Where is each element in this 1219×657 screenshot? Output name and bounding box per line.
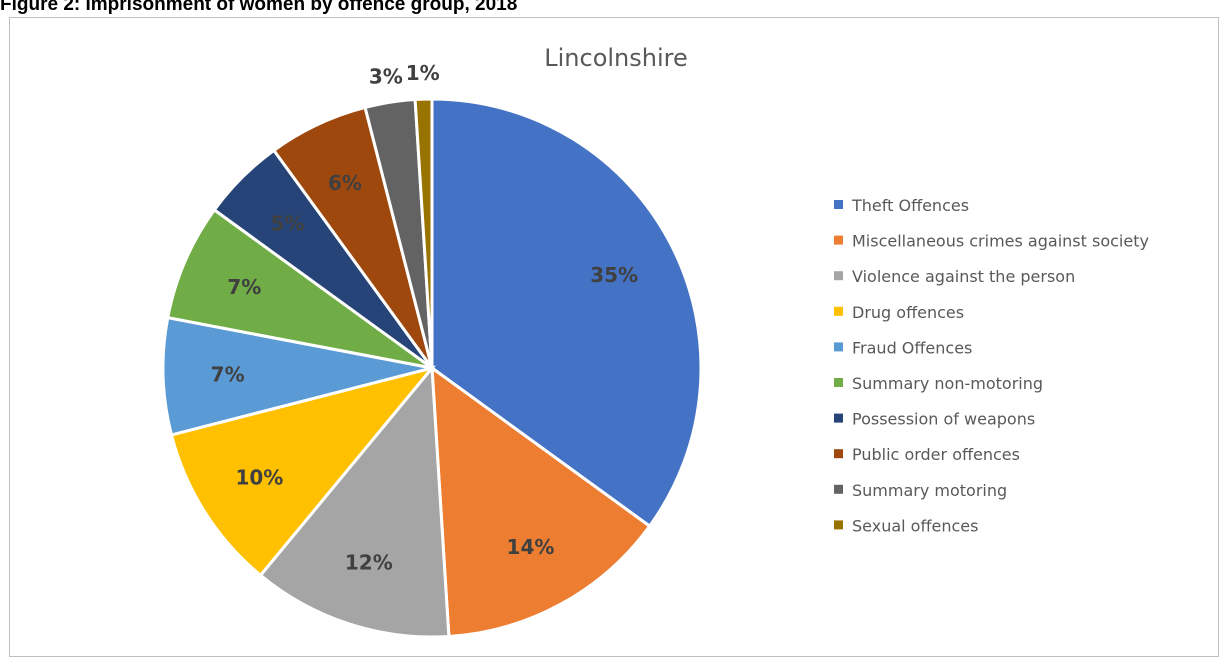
chart-title: Lincolnshire [544,44,688,72]
legend-label-sexual-offences: Sexual offences [852,516,978,535]
pie-slice-sexual-offences [413,97,434,369]
pie-slices [161,97,703,637]
legend-label-public-order-offences: Public order offences [852,445,1020,464]
legend: Theft Offences Miscellaneous crimes again… [834,196,1149,535]
data-label-drug-offences: 10% [235,466,283,490]
data-label-fraud-offences: 7% [211,362,245,386]
data-label-summary-motoring: 3% [369,65,403,89]
legend-label-summary-motoring: Summary motoring [852,481,1007,500]
legend-label-summary-non-motoring: Summary non-motoring [852,374,1043,393]
data-label-sexual-offences: 1% [406,61,440,85]
legend-swatch-miscellaneous-crimes-against-society [834,235,843,245]
legend-label-violence-against-the-person: Violence against the person [852,267,1075,286]
data-label-violence-against-the-person: 12% [345,550,393,574]
legend-swatch-summary-non-motoring [834,378,843,387]
data-label-summary-non-motoring: 7% [227,275,261,299]
legend-label-drug-offences: Drug offences [852,303,964,322]
legend-label-miscellaneous-crimes-against-society: Miscellaneous crimes against society [852,232,1149,251]
legend-swatch-violence-against-the-person [834,271,843,281]
legend-swatch-possession-of-weapons [834,413,843,423]
data-label-theft-offences: 35% [590,263,638,287]
legend-swatch-summary-motoring [834,484,843,494]
legend-swatch-drug-offences [834,306,843,316]
data-label-public-order-offences: 6% [328,171,362,195]
pie-slice-drug-offences [169,365,437,578]
legend-swatch-public-order-offences [834,449,843,459]
legend-label-possession-of-weapons: Possession of weapons [852,410,1035,429]
legend-swatch-theft-offences [834,200,843,209]
pie-slice-miscellaneous-crimes-against-society [430,364,652,637]
figure-title: Figure 2: Imprisonment of women by offen… [0,0,518,15]
data-label-possession-of-weapons: 5% [270,211,304,235]
pie-slice-theft-offences [430,97,703,529]
legend-swatch-fraud-offences [834,342,843,352]
pie-chart: Lincolnshire 35% 14% 12% 10% 7% 7% 5% 6% 3% 1% Th… [161,44,1149,637]
data-label-miscellaneous-crimes-against-society: 14% [507,535,555,559]
pie-data-labels: 35% 14% 12% 10% 7% 7% 5% 6% 3% 1% [211,61,638,574]
pie-slice-fraud-offences [161,315,433,437]
legend-swatch-sexual-offences [834,520,843,530]
legend-label-fraud-offences: Fraud Offences [852,338,972,357]
legend-label-theft-offences: Theft Offences [851,196,969,215]
pie-slice-summary-non-motoring [166,207,433,370]
